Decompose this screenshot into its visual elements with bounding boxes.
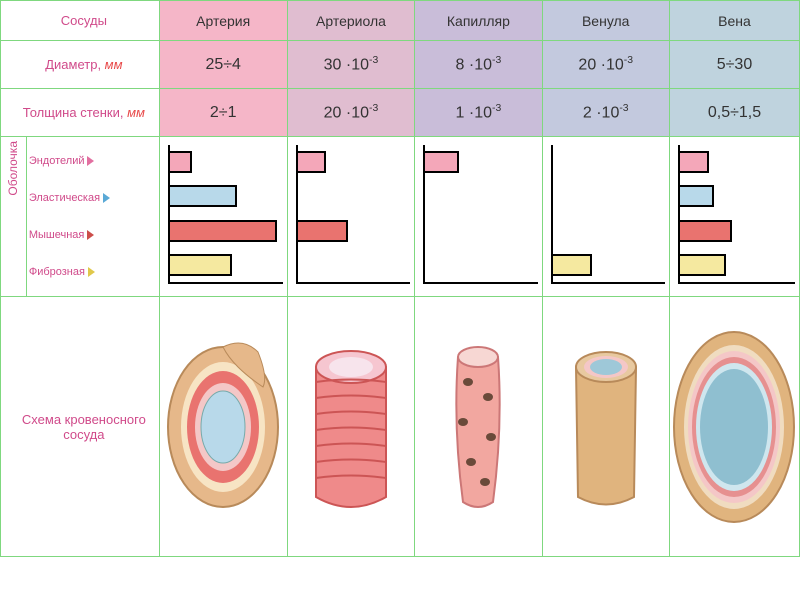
thickness-0: 2÷1 xyxy=(159,89,287,137)
layer-bar xyxy=(553,254,592,276)
diameter-row: Диаметр, мм 25÷4 30 ·10-3 8 ·10-3 20 ·10… xyxy=(1,41,800,89)
layer-bar-chart xyxy=(678,145,795,284)
thickness-3: 2 ·10-3 xyxy=(542,89,669,137)
vessel-col-1: Артериола xyxy=(287,1,415,41)
vessel-col-4: Вена xyxy=(669,1,799,41)
schema-1 xyxy=(287,297,415,557)
layer-legend-item: Эластическая xyxy=(29,182,155,214)
schema-label: Схема кровеносного сосуда xyxy=(1,297,160,557)
layer-bar xyxy=(170,185,238,207)
thickness-label: Толщина стенки, мм xyxy=(1,89,160,137)
schema-0 xyxy=(159,297,287,557)
vessel-col-0: Артерия xyxy=(159,1,287,41)
vessel-comparison-table: Сосуды Артерия Артериола Капилляр Венула… xyxy=(0,0,800,557)
thickness-4: 0,5÷1,5 xyxy=(669,89,799,137)
diameter-0: 25÷4 xyxy=(159,41,287,89)
layer-bar-chart xyxy=(551,145,665,284)
bars-1 xyxy=(287,137,415,297)
membrane-label-cell: Оболочка xyxy=(1,137,27,297)
artery-schema-icon xyxy=(163,327,283,527)
arteriole-schema-icon xyxy=(296,327,406,527)
layer-bar xyxy=(170,151,193,173)
layer-legend-cell: Эндотелий Эластическая Мышечная Фиброзная xyxy=(26,137,159,297)
vessel-col-3: Венула xyxy=(542,1,669,41)
capillary-schema-icon xyxy=(433,327,523,527)
layer-bar xyxy=(680,254,726,276)
schema-2 xyxy=(415,297,542,557)
schema-3 xyxy=(542,297,669,557)
diameter-label: Диаметр, мм xyxy=(1,41,160,89)
bars-0 xyxy=(159,137,287,297)
layer-bar-chart xyxy=(296,145,411,284)
diameter-1: 30 ·10-3 xyxy=(287,41,415,89)
layer-bar-chart xyxy=(423,145,537,284)
vessels-label: Сосуды xyxy=(1,1,160,41)
layer-bar xyxy=(170,220,277,242)
layer-legend-item: Мышечная xyxy=(29,219,155,251)
schema-row: Схема кровеносного сосуда xyxy=(1,297,800,557)
thickness-1: 20 ·10-3 xyxy=(287,89,415,137)
layer-bar xyxy=(170,254,232,276)
thickness-row: Толщина стенки, мм 2÷1 20 ·10-3 1 ·10-3 … xyxy=(1,89,800,137)
layer-legend-item: Эндотелий xyxy=(29,145,155,177)
vein-schema-icon xyxy=(672,322,797,532)
thickness-2: 1 ·10-3 xyxy=(415,89,542,137)
vessel-col-2: Капилляр xyxy=(415,1,542,41)
diameter-2: 8 ·10-3 xyxy=(415,41,542,89)
bars-2 xyxy=(415,137,542,297)
diameter-3: 20 ·10-3 xyxy=(542,41,669,89)
layer-bar xyxy=(298,220,349,242)
layer-bar xyxy=(298,151,326,173)
bars-3 xyxy=(542,137,669,297)
membrane-label: Оболочка xyxy=(4,137,22,200)
venule-schema-icon xyxy=(556,327,656,527)
bars-4 xyxy=(669,137,799,297)
layer-bar-chart xyxy=(168,145,283,284)
layers-row: Оболочка Эндотелий Эластическая Мышечная Фи… xyxy=(1,137,800,297)
layer-bar xyxy=(425,151,459,173)
layer-bar xyxy=(680,220,732,242)
diameter-4: 5÷30 xyxy=(669,41,799,89)
layer-legend-item: Фиброзная xyxy=(29,256,155,288)
layer-bar xyxy=(680,151,709,173)
schema-4 xyxy=(669,297,799,557)
header-row: Сосуды Артерия Артериола Капилляр Венула… xyxy=(1,1,800,41)
layer-bar xyxy=(680,185,715,207)
